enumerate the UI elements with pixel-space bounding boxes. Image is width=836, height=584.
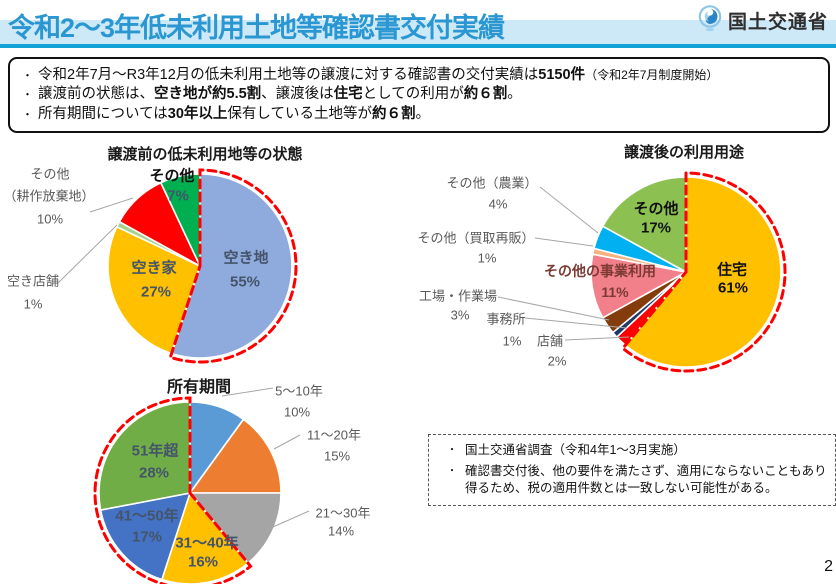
leader-line	[539, 186, 599, 234]
pie1-label-kosaku-2: （耕作放棄地）	[3, 188, 95, 204]
title-band	[0, 20, 836, 44]
summary-list: ・令和2年7月～R3年12月の低未利用土地等の譲渡に対する確認書の交付実績は51…	[22, 66, 816, 125]
pie2-label-kaitori: その他（買取再販）	[417, 230, 535, 246]
pie3-value-31-40: 16%	[187, 553, 219, 571]
leader-line	[89, 197, 134, 213]
pie3-label-21-30: 21～30年	[315, 505, 371, 521]
pie1-value-akitempo: 1%	[23, 296, 43, 312]
pie2-value-jimusho: 1%	[502, 333, 522, 349]
highlight-dashed-outline	[620, 171, 787, 373]
leader-line	[534, 237, 594, 247]
pie3-label-41-50: 41～50年	[115, 507, 179, 525]
pie1-label-akichi: 空き地	[223, 249, 269, 267]
leader-line	[273, 434, 301, 450]
summary-bullet: ・所有期間については30年以上保有している土地等が約６割。	[22, 105, 430, 122]
pie-slice-7	[601, 176, 687, 273]
pie2-value-jutaku: 61%	[717, 279, 749, 297]
note-item: ・確認書交付後、他の要件を満たさず、適用にならないこともあり得るため、税の適用件…	[439, 463, 827, 496]
pie3-label-31-40: 31～40年	[175, 534, 239, 552]
pie-slice-1	[189, 418, 282, 494]
pie2-label-tempo: 店舗	[536, 333, 564, 349]
pie2-title: 譲渡後の利用用途	[623, 144, 745, 161]
summary-bullet: ・譲渡前の状態は、空き地が約5.5割、譲渡後は住宅としての利用が約６割。	[22, 86, 522, 103]
pie3-value-5-10: 10%	[283, 404, 311, 420]
pie-slice-2	[189, 492, 282, 564]
pie1-label-sonota: その他	[149, 167, 195, 185]
bullet-dot-icon: ・	[22, 69, 33, 82]
note-item: ・国土交通省調査（令和4年1～3月実施）	[439, 442, 827, 458]
pie3-value-11-20: 15%	[323, 448, 351, 464]
pie2-label-nogyo: その他（農業）	[446, 175, 538, 191]
pie3-title: 所有期間	[166, 379, 232, 396]
leader-line	[524, 317, 628, 329]
leader-line	[57, 224, 118, 284]
pie2-value-nogyo: 4%	[488, 196, 508, 212]
pie1-title: 譲渡前の低未利用地等の状態	[107, 146, 303, 163]
pie1-label-akitempo: 空き店舗	[6, 273, 60, 289]
pie2-value-jigyo: 11%	[601, 284, 629, 300]
highlight-dashed-outline	[168, 168, 298, 364]
mlit-logo: 国土交通省	[697, 4, 828, 37]
pie-slice-5	[98, 401, 191, 511]
bullet-dot-icon: ・	[447, 445, 457, 456]
pie1-label-kosaku-1: その他	[30, 166, 70, 182]
leader-line	[564, 336, 630, 341]
pie-slice-4	[590, 253, 687, 319]
pie2-label-jutaku: 住宅	[716, 261, 748, 279]
pie3-label-11-20: 11～20年	[307, 427, 361, 443]
summary-box: ・令和2年7月～R3年12月の低未利用土地等の譲渡に対する確認書の交付実績は51…	[8, 57, 830, 133]
pie-ownership-period	[93, 387, 310, 584]
pie-after-transfer	[497, 171, 787, 373]
pie-slice-1	[107, 226, 201, 355]
pie-before-transfer	[57, 168, 298, 364]
notes-box: ・国土交通省調査（令和4年1～3月実施） ・確認書交付後、他の要件を満たさず、適用…	[428, 434, 836, 506]
pie1-value-akichi: 55%	[229, 273, 261, 291]
pie2-value-kojo: 3%	[450, 307, 470, 323]
leader-line	[272, 510, 310, 528]
leader-line	[497, 296, 610, 321]
pie1-value-sonota: 7%	[167, 187, 189, 205]
page-title: 令和2～3年低未利用土地等確認書交付実績	[8, 13, 505, 43]
pie1-label-akiya: 空き家	[131, 259, 177, 277]
bullet-dot-icon: ・	[22, 108, 33, 121]
pie2-value-kaitori: 1%	[477, 250, 497, 266]
pie2-label-jigyo: その他の事業利用	[544, 263, 656, 279]
mlit-logo-text: 国土交通省	[727, 12, 828, 33]
pie-slice-0	[170, 173, 293, 359]
pie2-label-jimusho: 事務所	[486, 311, 526, 327]
title-underline	[0, 44, 836, 48]
pie-slice-0	[624, 176, 782, 368]
pie1-value-kosaku: 10%	[36, 211, 64, 227]
page-number: 2	[824, 558, 833, 575]
pie3-label-51plus: 51年超	[131, 442, 179, 460]
mlit-logo-icon	[697, 4, 723, 37]
pie1-value-akiya: 27%	[140, 283, 172, 301]
pie2-label-sonota: その他	[633, 200, 679, 218]
pie3-value-51plus: 28%	[138, 464, 170, 482]
highlight-dashed-outline	[93, 396, 253, 584]
pie2-label-kojo: 工場・作業場	[418, 288, 498, 304]
pie3-value-21-30: 14%	[327, 523, 355, 539]
pie3-value-41-50: 17%	[131, 528, 163, 546]
pie-slice-4	[99, 492, 191, 581]
pie2-value-tempo: 2%	[547, 353, 567, 369]
bullet-dot-icon: ・	[22, 89, 33, 102]
pie2-value-sonota: 17%	[640, 219, 672, 237]
pie3-label-5-10: 5～10年	[275, 383, 323, 399]
leader-line	[221, 387, 274, 397]
summary-bullet: ・令和2年7月～R3年12月の低未利用土地等の譲渡に対する確認書の交付実績は51…	[22, 66, 719, 83]
bullet-dot-icon: ・	[447, 466, 457, 478]
